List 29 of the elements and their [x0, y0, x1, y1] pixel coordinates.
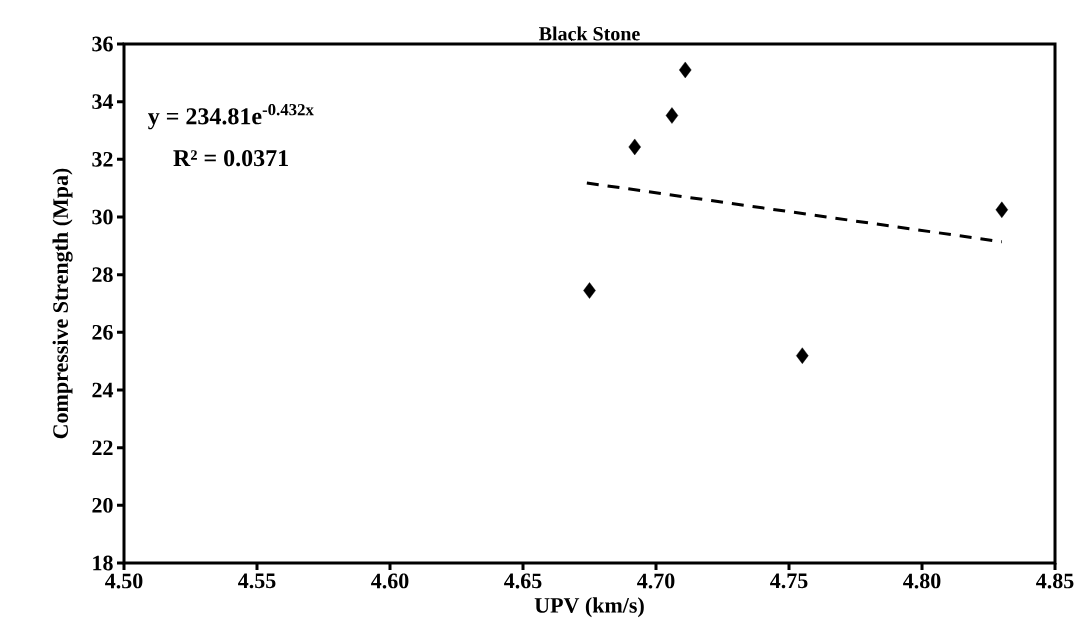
y-tick-label: 24 [92, 382, 114, 398]
x-axis-title: UPV (km/s) [534, 597, 644, 618]
x-tick-label: 4.80 [903, 573, 941, 589]
point [628, 138, 641, 156]
annotation: y = 234.81e$^{-0.432x}$ [147, 103, 314, 130]
x-tick-label: 4.85 [1036, 573, 1074, 589]
point [679, 61, 692, 79]
x-tick-label: 4.55 [238, 573, 276, 589]
y-tick-label: 36 [92, 36, 113, 52]
y-tick-label: 28 [92, 267, 113, 283]
point [583, 282, 596, 299]
chart-title: Black Stone [538, 26, 640, 41]
y-tick-label: 32 [92, 151, 113, 167]
y-axis-title: Compressive Strength (Mpa) [52, 168, 73, 439]
y-tick-label: 20 [92, 497, 113, 513]
y-tick-label: 34 [92, 94, 114, 110]
x-tick-label: 4.70 [637, 573, 675, 589]
y-tick-label: 30 [92, 209, 113, 225]
x-tick-label: 4.75 [770, 573, 808, 589]
annotation: R² = 0.0371 [173, 150, 288, 167]
x-tick-label: 4.65 [504, 573, 542, 589]
point [995, 201, 1009, 218]
point [665, 107, 679, 124]
y-tick-label: 22 [92, 440, 113, 455]
x-tick-label: 4.60 [371, 573, 409, 589]
y-tick-label: 26 [92, 324, 113, 340]
x-tick-label: 4.50 [105, 573, 143, 589]
y-tick-label: 18 [93, 555, 113, 571]
point [796, 347, 809, 364]
